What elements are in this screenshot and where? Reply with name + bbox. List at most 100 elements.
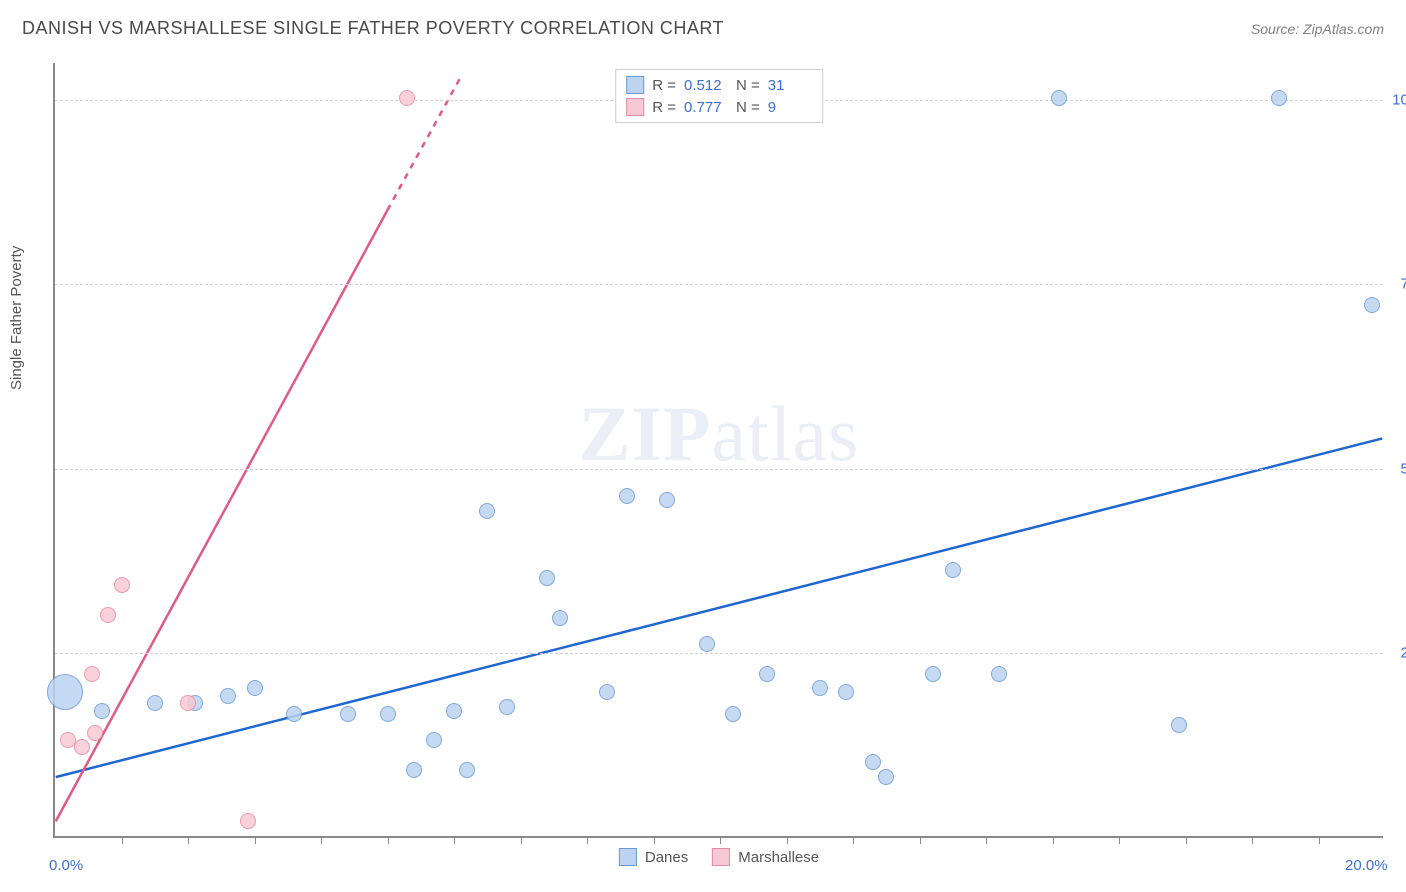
data-point	[84, 666, 100, 682]
legend-swatch	[619, 848, 637, 866]
x-tick	[122, 836, 123, 844]
data-point	[147, 695, 163, 711]
legend-item: Danes	[619, 848, 688, 866]
trend-line	[56, 210, 388, 821]
data-point	[865, 754, 881, 770]
data-point	[725, 706, 741, 722]
data-point	[247, 680, 263, 696]
data-point	[1364, 297, 1380, 313]
data-point	[286, 706, 302, 722]
data-point	[74, 739, 90, 755]
gridline-h	[55, 284, 1383, 285]
x-tick	[986, 836, 987, 844]
x-tick-label: 20.0%	[1345, 857, 1388, 874]
x-tick	[853, 836, 854, 844]
trend-line	[387, 78, 460, 211]
data-point	[599, 684, 615, 700]
n-label: N =	[736, 99, 760, 116]
x-tick	[1053, 836, 1054, 844]
correlation-legend: R = 0.512 N = 31 R = 0.777 N = 9	[615, 69, 823, 123]
data-point	[100, 607, 116, 623]
data-point	[426, 732, 442, 748]
source-prefix: Source:	[1251, 21, 1303, 37]
correlation-row-danes: R = 0.512 N = 31	[626, 74, 812, 96]
chart-title: DANISH VS MARSHALLESE SINGLE FATHER POVE…	[22, 18, 724, 39]
source-name: ZipAtlas.com	[1303, 21, 1384, 37]
data-point	[240, 813, 256, 829]
y-tick-label: 75.0%	[1400, 276, 1406, 293]
data-point	[499, 699, 515, 715]
swatch-danes	[626, 76, 644, 94]
data-point	[220, 688, 236, 704]
n-value-marshallese: 9	[768, 99, 812, 116]
x-tick	[188, 836, 189, 844]
chart-header: DANISH VS MARSHALLESE SINGLE FATHER POVE…	[22, 18, 1384, 39]
y-axis-label: Single Father Poverty	[8, 246, 25, 390]
y-tick-label: 100.0%	[1392, 91, 1406, 108]
data-point	[459, 762, 475, 778]
correlation-row-marshallese: R = 0.777 N = 9	[626, 96, 812, 118]
watermark: ZIPatlas	[579, 389, 860, 479]
x-tick	[720, 836, 721, 844]
data-point	[925, 666, 941, 682]
data-point	[406, 762, 422, 778]
data-point	[699, 636, 715, 652]
legend-label: Marshallese	[738, 849, 819, 866]
x-tick	[587, 836, 588, 844]
plot-area: ZIPatlas R = 0.512 N = 31 R = 0.777 N = …	[53, 63, 1383, 838]
legend-label: Danes	[645, 849, 688, 866]
data-point	[380, 706, 396, 722]
data-point	[878, 769, 894, 785]
data-point	[812, 680, 828, 696]
x-tick	[1319, 836, 1320, 844]
data-point	[1051, 90, 1067, 106]
data-point	[94, 703, 110, 719]
data-point	[991, 666, 1007, 682]
watermark-zip: ZIP	[579, 390, 712, 477]
data-point	[1171, 717, 1187, 733]
data-point	[399, 90, 415, 106]
x-tick	[255, 836, 256, 844]
data-point	[552, 610, 568, 626]
data-point	[619, 488, 635, 504]
data-point	[114, 577, 130, 593]
data-point	[838, 684, 854, 700]
x-tick	[1119, 836, 1120, 844]
r-label: R =	[652, 77, 676, 94]
source-attribution: Source: ZipAtlas.com	[1251, 21, 1384, 37]
x-tick	[787, 836, 788, 844]
y-tick-label: 25.0%	[1400, 645, 1406, 662]
x-tick-label: 0.0%	[49, 857, 83, 874]
data-point	[87, 725, 103, 741]
r-value-danes: 0.512	[684, 77, 728, 94]
x-tick	[920, 836, 921, 844]
x-tick	[1252, 836, 1253, 844]
r-value-marshallese: 0.777	[684, 99, 728, 116]
x-tick	[321, 836, 322, 844]
gridline-h	[55, 469, 1383, 470]
y-tick-label: 50.0%	[1400, 460, 1406, 477]
x-tick	[521, 836, 522, 844]
data-point	[446, 703, 462, 719]
data-point	[180, 695, 196, 711]
legend-item: Marshallese	[712, 848, 819, 866]
gridline-h	[55, 653, 1383, 654]
data-point	[479, 503, 495, 519]
x-tick	[654, 836, 655, 844]
data-point	[659, 492, 675, 508]
series-legend: Danes Marshallese	[619, 848, 819, 866]
n-value-danes: 31	[768, 77, 812, 94]
r-label: R =	[652, 99, 676, 116]
x-tick	[388, 836, 389, 844]
data-point	[945, 562, 961, 578]
data-point	[340, 706, 356, 722]
swatch-marshallese	[626, 98, 644, 116]
n-label: N =	[736, 77, 760, 94]
x-tick	[454, 836, 455, 844]
data-point	[47, 674, 83, 710]
data-point	[759, 666, 775, 682]
data-point	[539, 570, 555, 586]
x-tick	[1186, 836, 1187, 844]
legend-swatch	[712, 848, 730, 866]
data-point	[1271, 90, 1287, 106]
